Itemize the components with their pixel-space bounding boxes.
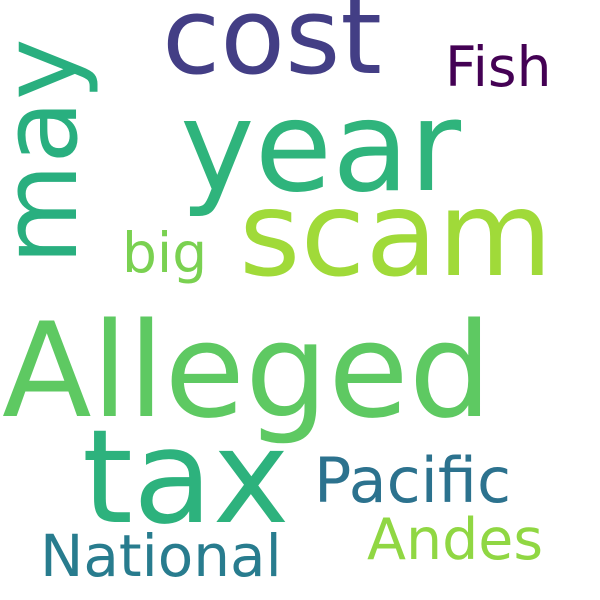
- word-cost: cost: [162, 0, 382, 98]
- word-year: year: [180, 73, 462, 220]
- word-alleged: Alleged: [2, 294, 492, 447]
- word-tax: tax: [82, 401, 290, 553]
- word-big: big: [122, 221, 208, 285]
- word-fish: Fish: [445, 35, 552, 99]
- word-scam: scam: [239, 165, 553, 303]
- word-pacific: Pacific: [314, 444, 512, 517]
- word-national: National: [40, 522, 282, 590]
- word-may: may: [0, 38, 101, 265]
- word-andes: Andes: [367, 507, 544, 573]
